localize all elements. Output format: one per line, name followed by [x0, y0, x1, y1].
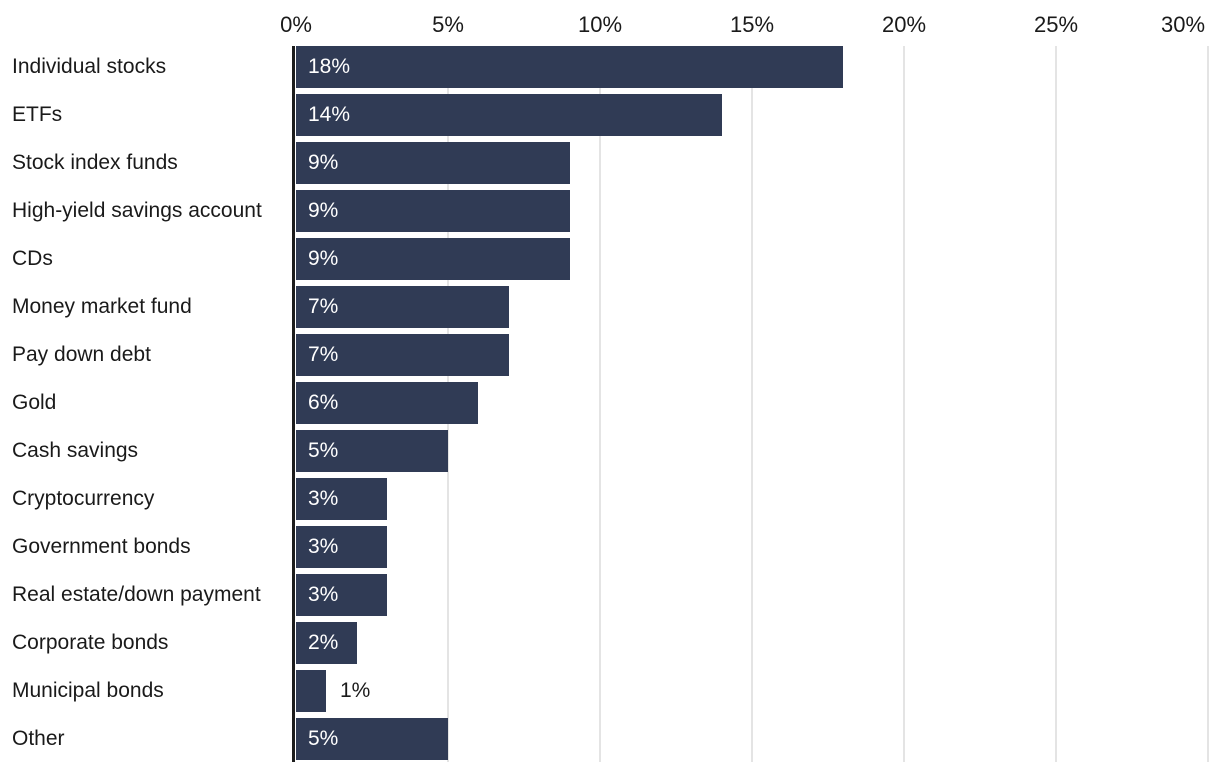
category-label: CDs: [12, 247, 53, 270]
bar: [296, 622, 357, 664]
bar-value-label: 2%: [308, 631, 339, 654]
bar-value-label: 5%: [308, 727, 339, 750]
bar-value-label: 9%: [308, 199, 339, 222]
bar: [296, 46, 843, 88]
gridline: [1055, 46, 1057, 762]
category-label: Municipal bonds: [12, 679, 164, 702]
x-tick-label: 25%: [1033, 12, 1079, 37]
bar-value-label: 3%: [308, 535, 339, 558]
category-label: Cash savings: [12, 439, 139, 462]
x-tick-label: 5%: [432, 12, 464, 37]
bar-value-label: 6%: [308, 391, 339, 414]
bar: [296, 94, 722, 136]
category-label: Cryptocurrency: [12, 487, 155, 510]
bar: [296, 478, 387, 520]
x-tick-label: 10%: [577, 12, 623, 37]
category-label: Gold: [12, 391, 57, 414]
bar: [296, 430, 448, 472]
y-axis-line: [292, 46, 295, 762]
x-tick-label: 30%: [1160, 12, 1206, 37]
bar: [296, 526, 387, 568]
bar: [296, 334, 509, 376]
bar-value-label: 1%: [340, 679, 371, 702]
category-label: Individual stocks: [12, 55, 167, 78]
bar-value-label: 3%: [308, 487, 339, 510]
bar-value-label: 3%: [308, 583, 339, 606]
bar: [296, 142, 570, 184]
category-label: ETFs: [12, 103, 63, 126]
bar: [296, 286, 509, 328]
x-tick-label: 0%: [280, 12, 312, 37]
category-label: Corporate bonds: [12, 631, 169, 654]
bar: [296, 574, 387, 616]
category-label: High-yield savings account: [12, 199, 262, 222]
bar: [296, 238, 570, 280]
x-tick-label: 15%: [729, 12, 775, 37]
category-label: Real estate/down payment: [12, 583, 261, 606]
category-label: Stock index funds: [12, 151, 178, 174]
bar-value-label: 18%: [308, 55, 351, 78]
gridline: [751, 46, 753, 762]
bar-value-label: 9%: [308, 247, 339, 270]
bar-value-label: 14%: [308, 103, 351, 126]
category-label: Money market fund: [12, 295, 192, 318]
bar: [296, 190, 570, 232]
bar-value-label: 9%: [308, 151, 339, 174]
bar-value-label: 7%: [308, 343, 339, 366]
bar-value-label: 7%: [308, 295, 339, 318]
x-tick-label: 20%: [881, 12, 927, 37]
bar-value-label: 5%: [308, 439, 339, 462]
bar: [296, 670, 326, 712]
gridline: [903, 46, 905, 762]
gridline: [599, 46, 601, 762]
category-label: Pay down debt: [12, 343, 151, 366]
gridline: [1207, 46, 1209, 762]
category-label: Government bonds: [12, 535, 191, 558]
bar: [296, 382, 478, 424]
bar: [296, 718, 448, 760]
category-label: Other: [12, 727, 65, 750]
